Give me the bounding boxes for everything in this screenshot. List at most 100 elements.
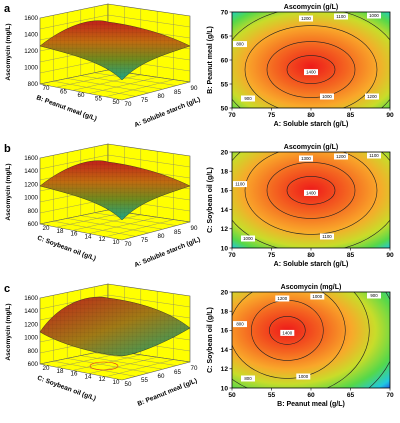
- contour-y-tick: 55: [221, 81, 229, 88]
- floor: [39, 349, 191, 381]
- contour-x-tick: 50: [228, 392, 236, 399]
- contour-y-label: B: Peanut meal (g/L): [207, 26, 214, 94]
- contour-y-tick: 12: [221, 366, 229, 373]
- contour-x-tick: 90: [386, 112, 394, 119]
- contour-x-tick: 80: [307, 112, 315, 119]
- contour-label-bg: [320, 233, 334, 240]
- surface-plot: 1600 1400 1200 1000 800 600 Ascomycin (mg/L) 20…: [5, 283, 198, 408]
- y-tick-label: 50: [113, 99, 120, 106]
- contour-line: [232, 292, 370, 388]
- y-tick-label: 16: [71, 371, 78, 378]
- contour-label-bg: [365, 93, 379, 100]
- contour-x-label: B: Peanut meal (g/L): [277, 401, 345, 408]
- contour-label-bg: [299, 155, 313, 162]
- z-tick-label: 1200: [24, 321, 38, 328]
- contour-label: 1000: [298, 374, 308, 379]
- surface-plot: 1600 1400 1200 1000 800 600 Ascomycin (mg/L) 20…: [5, 143, 201, 269]
- contour-x-tick: 70: [228, 112, 236, 119]
- contour-label: 1200: [336, 154, 346, 159]
- panel-letter: b: [4, 143, 11, 155]
- contour-plot: Ascomycin (mg/L) 1400 1200 1000 900 800 800 100…: [207, 284, 394, 408]
- contour-line: [244, 25, 378, 108]
- contour-label-bg: [280, 329, 295, 336]
- y-tick-label: 20: [43, 225, 50, 232]
- contour-x-tick: 60: [307, 392, 315, 399]
- x-tick-label: 70: [191, 365, 198, 372]
- panel-letter: a: [4, 3, 11, 15]
- contour-x-tick: 85: [347, 252, 355, 259]
- surface-mesh: [40, 297, 190, 356]
- contour-label-bg: [241, 95, 255, 102]
- y-tick-label: 10: [113, 379, 120, 386]
- contour-x-label: A: Soluble starch (g/L): [274, 261, 349, 268]
- contour-label: 1100: [336, 14, 346, 19]
- contour-label: 1100: [322, 234, 332, 239]
- contour-line: [232, 292, 346, 379]
- contour-x-label: A: Soluble starch (g/L): [274, 121, 349, 128]
- contour-title: Ascomycin (mg/L): [281, 284, 342, 291]
- contour-line: [286, 176, 336, 205]
- contour-y-tick: 14: [221, 207, 229, 214]
- x-tick-label: 70: [125, 241, 132, 248]
- contour-line: [286, 55, 336, 84]
- contour-line: [268, 316, 306, 345]
- z-tick-label: 1000: [24, 195, 38, 202]
- z-axis-label: Ascomycin (mg/L): [5, 23, 12, 80]
- heatmap-field: [232, 12, 390, 108]
- contour-label-bg: [334, 153, 348, 160]
- x-tick-label: 90: [191, 225, 198, 232]
- contour-label: 1000: [322, 94, 332, 99]
- contour-label: 1400: [282, 330, 292, 335]
- contour-label: 1000: [369, 13, 379, 18]
- x-tick-label: 85: [174, 89, 181, 96]
- z-tick-label: 1600: [24, 295, 38, 302]
- contour-label: 900: [244, 96, 252, 101]
- contour-x-tick: 80: [307, 252, 315, 259]
- contour-label-bg: [367, 12, 381, 19]
- contour-label-bg: [233, 321, 247, 328]
- y-tick-label: 12: [99, 376, 106, 383]
- contour-x-tick: 55: [268, 392, 276, 399]
- surface-mesh: [40, 160, 190, 220]
- y-tick-label: 70: [43, 85, 50, 92]
- z-tick-label: 1400: [24, 32, 38, 39]
- contour-line: [266, 162, 356, 219]
- y-tick-label: 60: [78, 92, 85, 99]
- contour-y-tick: 70: [221, 9, 229, 16]
- contour-label: 800: [236, 322, 244, 327]
- z-tick-label: 1000: [24, 335, 38, 342]
- z-tick-label: 600: [28, 361, 39, 368]
- x-tick-label: 75: [141, 237, 148, 244]
- contour-label-bg: [241, 235, 255, 242]
- contour-y-tick: 10: [221, 385, 229, 392]
- contour-x-tick: 70: [386, 392, 394, 399]
- contour-plot: Ascomycin (g/L) 1400 1200 1100 1000 900 800 100…: [207, 4, 394, 128]
- y-tick-label: 12: [99, 236, 106, 243]
- z-tick-label: 800: [28, 81, 39, 88]
- y-tick-label: 20: [43, 365, 50, 372]
- x-tick-label: 65: [174, 369, 181, 376]
- z-tick-label: 1000: [24, 65, 38, 72]
- contour-y-tick: 14: [221, 347, 229, 354]
- panel-a: a 1600 1400 1200 1000 800 Ascomycin (mg/L) 70 65…: [4, 3, 394, 129]
- y-tick-label: 14: [85, 233, 92, 240]
- contour-y-tick: 12: [221, 226, 229, 233]
- x-tick-label: 90: [191, 85, 198, 92]
- x-tick-label: 85: [174, 229, 181, 236]
- contour-x-tick: 70: [228, 252, 236, 259]
- contour-label-bg: [241, 375, 255, 382]
- contour-x-tick: 85: [347, 112, 355, 119]
- contour-title: Ascomycin (g/L): [284, 144, 338, 151]
- z-tick-label: 1400: [24, 308, 38, 315]
- x-tick-label: 50: [125, 381, 132, 388]
- contour-label-bg: [304, 69, 318, 76]
- contour-y-label: C: Soybean oil (g/L): [207, 307, 214, 373]
- panel-c: c 1600 1400 1200 1000 800 600 Ascomycin (mg/L) 2…: [4, 283, 394, 408]
- z-tick-label: 800: [28, 208, 39, 215]
- z-tick-label: 800: [28, 348, 39, 355]
- contour-lines: [232, 12, 390, 108]
- contour-label: 1400: [306, 190, 316, 195]
- contour-label-bg: [320, 93, 334, 100]
- contour-label-bg: [304, 189, 318, 196]
- contour-label: 1200: [367, 94, 377, 99]
